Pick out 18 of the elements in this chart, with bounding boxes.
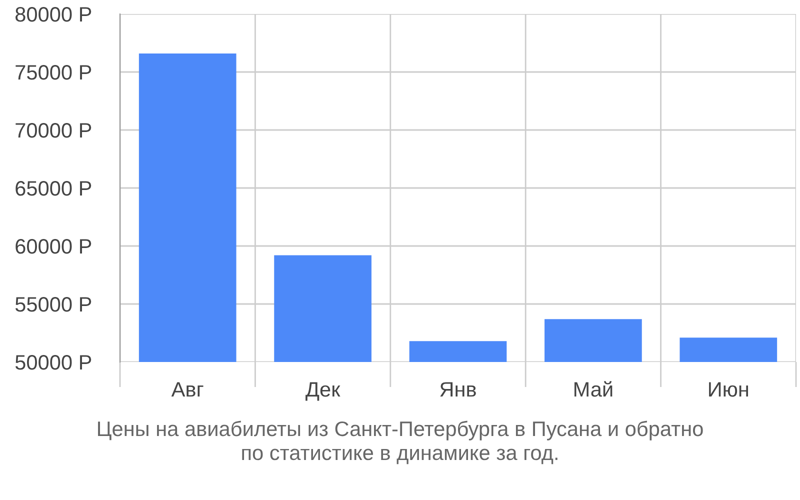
bar xyxy=(409,341,507,362)
x-tick-label: Дек xyxy=(306,382,340,401)
bar xyxy=(544,319,642,362)
bar xyxy=(274,255,372,362)
y-tick-label: 80000 Р xyxy=(16,7,92,22)
y-tick-label: 65000 Р xyxy=(16,181,92,196)
y-tick-label: 75000 Р xyxy=(16,65,92,80)
bar xyxy=(680,338,778,362)
x-tick-label: Май xyxy=(574,381,612,397)
bar xyxy=(138,53,236,362)
x-tick-label: Янв xyxy=(440,382,476,397)
x-tick-label: Авг xyxy=(171,382,204,397)
x-tick-label: Июн xyxy=(709,382,748,397)
text: Цены на авиабилеты из Санкт-Петербурга в Пусана и обратно по статистике в динамике за год. xyxy=(98,420,703,464)
y-tick-label: 60000 Р xyxy=(16,239,92,254)
y-tick-label: 55000 Р xyxy=(15,297,92,312)
y-tick-label: 50000 Р xyxy=(15,355,92,370)
y-tick-label: 70000 Р xyxy=(16,123,92,138)
